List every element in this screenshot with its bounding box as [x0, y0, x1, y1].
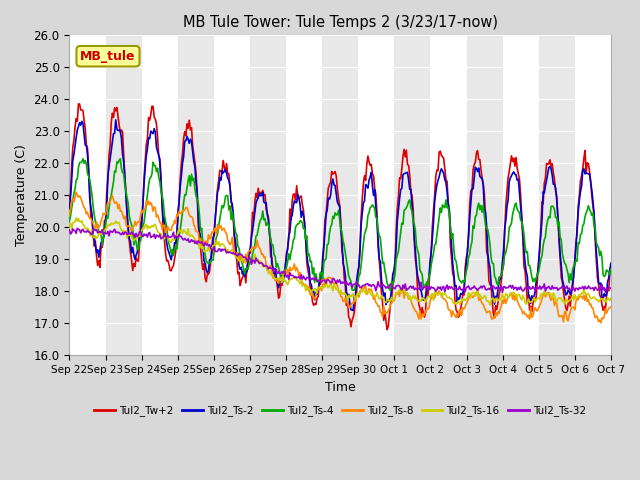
Bar	[502, 36, 539, 355]
Bar	[141, 36, 178, 355]
Title: MB Tule Tower: Tule Temps 2 (3/23/17-now): MB Tule Tower: Tule Temps 2 (3/23/17-now…	[182, 15, 498, 30]
Bar	[358, 36, 394, 355]
Bar	[250, 36, 286, 355]
Bar	[106, 36, 141, 355]
Bar	[69, 36, 106, 355]
Text: MB_tule: MB_tule	[80, 50, 136, 63]
Bar	[467, 36, 502, 355]
Y-axis label: Temperature (C): Temperature (C)	[15, 144, 28, 246]
Bar	[539, 36, 575, 355]
Bar	[178, 36, 214, 355]
Bar	[394, 36, 431, 355]
Bar	[286, 36, 322, 355]
X-axis label: Time: Time	[325, 381, 356, 394]
Bar	[322, 36, 358, 355]
Bar	[214, 36, 250, 355]
Legend: Tul2_Tw+2, Tul2_Ts-2, Tul2_Ts-4, Tul2_Ts-8, Tul2_Ts-16, Tul2_Ts-32: Tul2_Tw+2, Tul2_Ts-2, Tul2_Ts-4, Tul2_Ts…	[90, 401, 590, 420]
Bar	[575, 36, 611, 355]
Bar	[431, 36, 467, 355]
